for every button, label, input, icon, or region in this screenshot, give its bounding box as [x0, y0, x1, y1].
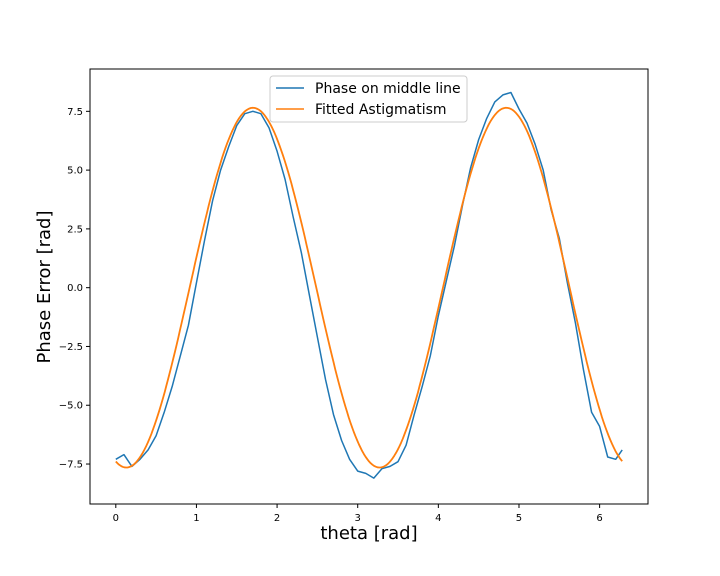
- legend: Phase on middle line Fitted Astigmatism: [269, 75, 468, 123]
- y-tick-label: 0.0: [67, 283, 83, 294]
- series-layer: [115, 91, 623, 479]
- y-tick-label: 7.5: [67, 107, 83, 118]
- series-line-fitted-astigmatism: [115, 106, 623, 469]
- x-tick-label: 1: [193, 513, 199, 524]
- x-axis-ticks: 0 1 2 3 4 5 6: [113, 504, 603, 524]
- axes-frame: [89, 68, 649, 505]
- x-tick-label: 2: [274, 513, 280, 524]
- legend-label-phase: Phase on middle line: [315, 81, 461, 97]
- y-tick-label: −5.0: [59, 401, 83, 412]
- x-tick-label: 5: [516, 513, 522, 524]
- legend-label-fit: Fitted Astigmatism: [315, 102, 447, 118]
- y-tick-label: 2.5: [67, 224, 83, 235]
- y-axis-title: Phase Error [rad]: [34, 211, 55, 364]
- y-tick-label: 5.0: [67, 166, 83, 177]
- x-tick-label: 4: [435, 513, 441, 524]
- x-tick-label: 0: [113, 513, 119, 524]
- y-tick-label: −2.5: [59, 342, 83, 353]
- x-axis-title: theta [rad]: [320, 523, 417, 544]
- y-axis-ticks: −7.5 −5.0 −2.5 0.0 2.5 5.0 7.5: [59, 107, 90, 471]
- x-tick-label: 3: [355, 513, 361, 524]
- x-tick-label: 6: [596, 513, 602, 524]
- legend-box: [269, 75, 468, 123]
- y-tick-label: −7.5: [59, 460, 83, 471]
- series-line-phase-on-middle-line: [115, 91, 623, 479]
